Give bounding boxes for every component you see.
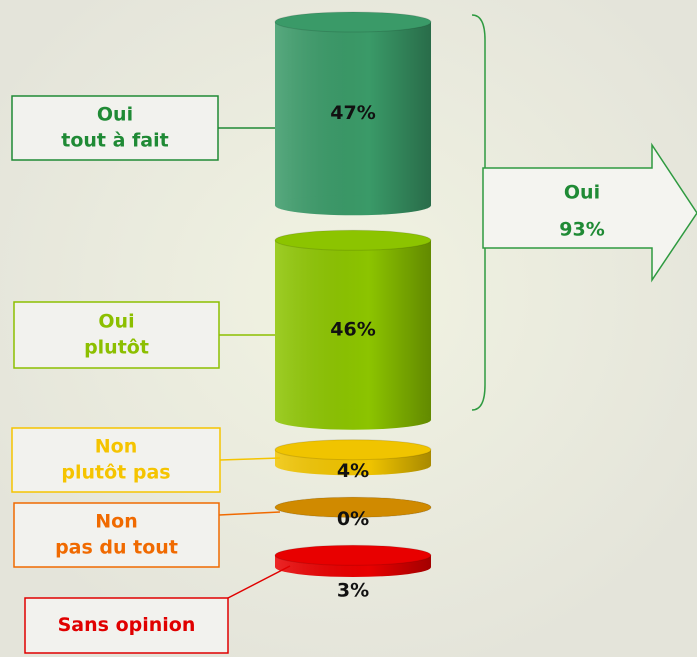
cylinder-top: [274, 496, 432, 518]
value-label: 4%: [337, 460, 369, 482]
category-label: Non: [95, 436, 137, 458]
category-label: pas du tout: [55, 537, 178, 559]
category-box: [11, 427, 221, 493]
annotation-value: 93%: [559, 219, 604, 241]
cylinder-top: [274, 544, 432, 566]
arrow-callout: [482, 142, 697, 283]
cylinder-bottom-shade: [275, 195, 431, 216]
cylinder-segment: [274, 439, 432, 476]
category-label: Oui: [97, 104, 133, 126]
cylinder-shade: [275, 240, 431, 420]
cylinder-top: [274, 229, 432, 251]
cylinder-segment: [274, 11, 432, 216]
connector: [227, 565, 291, 599]
cylinder-top: [274, 11, 432, 33]
cylinder-segment: [274, 496, 432, 518]
cylinder-segment: [274, 544, 432, 577]
cylinder-bottom-shade: [275, 455, 431, 476]
cylinder-shade: [275, 22, 431, 206]
category-label: Sans opinion: [58, 614, 196, 636]
category-label: Oui: [98, 311, 134, 333]
annotation-text: Oui: [564, 182, 600, 204]
category-box: [24, 597, 229, 654]
connector: [219, 457, 281, 461]
value-label: 46%: [330, 319, 375, 341]
category-box: [11, 95, 219, 161]
category-label: Non: [95, 511, 137, 533]
value-label: 0%: [337, 508, 369, 530]
category-box: [13, 301, 220, 369]
category-box: [13, 502, 220, 568]
value-label: 47%: [330, 102, 375, 124]
cylinder-bottom-shade: [275, 409, 431, 430]
category-label: plutôt: [84, 337, 149, 359]
cylinder-segment: [274, 229, 432, 430]
category-label: plutôt pas: [61, 462, 170, 484]
connector: [218, 511, 281, 516]
value-label: 3%: [337, 580, 369, 602]
category-label: tout à fait: [61, 130, 168, 152]
cylinder-top: [274, 439, 432, 461]
